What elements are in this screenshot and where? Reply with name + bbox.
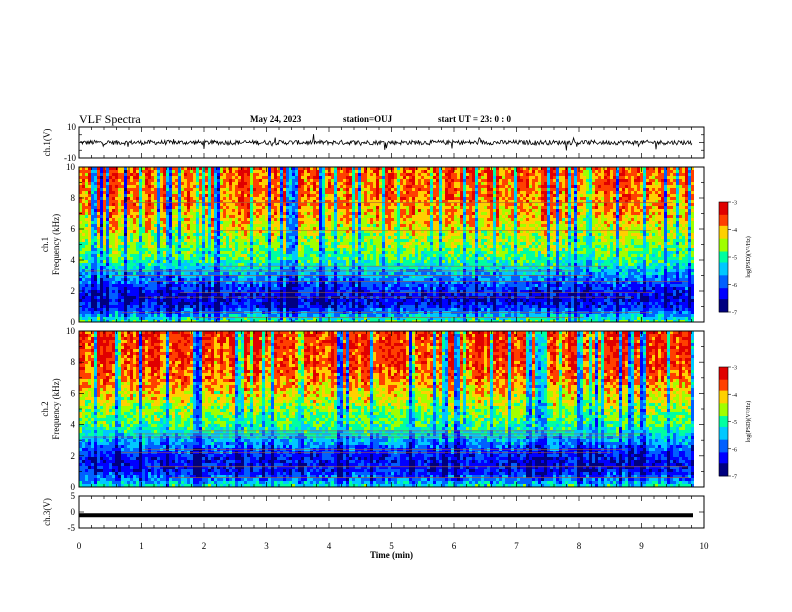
ch2-spectrogram-ytick-label: 0 xyxy=(71,482,76,492)
ch3-ytick-label: 0 xyxy=(71,507,76,517)
ch1-x-ticks xyxy=(78,127,705,158)
xtick-label: 6 xyxy=(452,541,457,551)
ch3-y-ticks xyxy=(79,495,704,529)
ch1-ytick-label: -10 xyxy=(64,153,76,163)
ch2-spectrogram-ytick-label: 10 xyxy=(66,326,76,336)
ch1-spectrogram-ytick-label: 4 xyxy=(71,255,76,265)
ch2-spectrogram-spectral-lines xyxy=(82,430,690,478)
ch2-spectrogram-image xyxy=(79,331,694,487)
ch1-spectrogram-ytick-label: 2 xyxy=(71,286,76,296)
ch1-spectrogram-ytick-label: 8 xyxy=(71,193,76,203)
ch1-spectrogram-colorbar-tick-label: -6 xyxy=(732,283,737,289)
ch1-waveform-trace xyxy=(79,134,693,151)
ch2-spectrogram-colorbar-tick-label: -5 xyxy=(732,420,737,426)
station-label: station=OUJ xyxy=(343,114,392,124)
ch1-spectrogram-ytick-label: 6 xyxy=(71,224,76,234)
date-label: May 24, 2023 xyxy=(250,114,301,124)
ch2-spectrogram-ytick-label: 8 xyxy=(71,357,76,367)
ch1-spectrogram-ytick-label: 0 xyxy=(71,317,76,327)
xtick-label: 9 xyxy=(639,541,644,551)
ch1-ytick-label: 10 xyxy=(67,122,77,132)
ch2-spectrogram-ytick-label: 2 xyxy=(71,451,76,461)
xtick-label: 5 xyxy=(389,541,394,551)
ch2-spectrogram-colorbar-tick-label: -3 xyxy=(732,366,737,372)
ch1-spectrogram-colorbar-label: log(PSD)(V²/Hz) xyxy=(745,236,752,277)
x-axis-label: Time (min) xyxy=(370,550,413,560)
figure-title: VLF Spectra xyxy=(79,112,141,127)
ch2-spectrogram-colorbar-tick-label: -4 xyxy=(732,393,737,399)
ch2-spectrogram-colorbar-tick-label: -6 xyxy=(732,447,737,453)
ch2-spectrogram-colorbar-label: log(PSD)(V²/Hz) xyxy=(745,401,752,442)
ch2-spectrogram-ytick-label: 6 xyxy=(71,388,76,398)
ch1-spectrogram-colorbar-tick-label: -4 xyxy=(732,228,737,234)
xtick-label: 7 xyxy=(514,541,519,551)
ch1-spectrogram-colorbar xyxy=(718,201,731,313)
ch1-spectrogram-x-ticks xyxy=(78,167,705,322)
ch2-spectrogram-colorbar-tick-label: -7 xyxy=(732,475,737,481)
xtick-label: 2 xyxy=(202,541,207,551)
xtick-label: 8 xyxy=(577,541,582,551)
xtick-label: 3 xyxy=(264,541,269,551)
ch1-spectrogram-colorbar-tick-label: -3 xyxy=(732,201,737,207)
xtick-label: 4 xyxy=(327,541,332,551)
xtick-label: 1 xyxy=(139,541,144,551)
ch1-spectrogram-image xyxy=(79,167,694,322)
ch1-spectrogram-spectral-lines xyxy=(84,202,689,318)
start-time-label: start UT = 23: 0 : 0 xyxy=(438,114,511,124)
xtick-label: 0 xyxy=(77,541,82,551)
ch1-spectrogram-colorbar-tick-label: -7 xyxy=(732,311,737,317)
ch1-spectrogram-ylabel-channel: ch.1 xyxy=(40,237,50,252)
ch1-y-ticks xyxy=(79,126,704,159)
ch2-spectrogram-ylabel-frequency: Frequency (kHz) xyxy=(51,378,61,439)
ch2-spectrogram-y-ticks xyxy=(79,330,704,488)
ch2-spectrogram-colorbar xyxy=(718,366,731,477)
ch1-spectrogram-ylabel-frequency: Frequency (kHz) xyxy=(51,214,61,275)
ch2-spectrogram-ylabel-channel: ch.2 xyxy=(40,401,50,416)
ch1-spectrogram-y-ticks xyxy=(79,166,704,323)
ch2-spectrogram-ytick-label: 4 xyxy=(71,420,76,430)
xtick-label: 10 xyxy=(700,541,710,551)
ch3-ytick-label: 5 xyxy=(71,491,76,501)
ch3-x-ticks xyxy=(78,496,705,528)
ch1-ylabel: ch.1(V) xyxy=(42,129,52,157)
ch1-spectrogram-colorbar-tick-label: -5 xyxy=(732,256,737,262)
ch3-ytick-label: -5 xyxy=(68,523,76,533)
ch3-ylabel: ch.3(V) xyxy=(42,498,52,526)
ch1-spectrogram-ytick-label: 10 xyxy=(66,162,76,172)
ch2-spectrogram-x-ticks xyxy=(78,331,705,487)
